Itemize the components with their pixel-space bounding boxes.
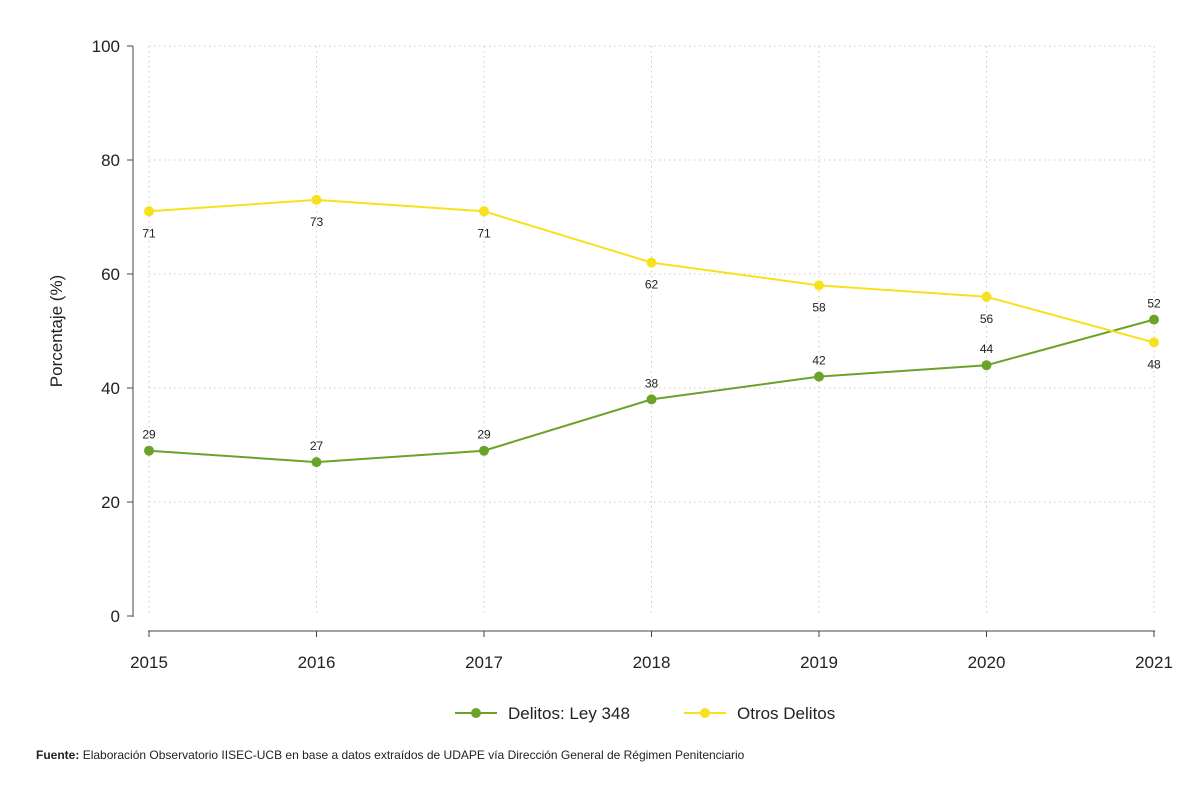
series: 29 27 29 38 42 44 52 71 73 71 62 58 56 48 (142, 194, 1161, 468)
legend: Delitos: Ley 348 Otros Delitos (455, 704, 835, 723)
x-tick-label: 2017 (465, 653, 503, 672)
legend-swatch-marker (471, 708, 481, 718)
y-tick-label: 0 (111, 607, 120, 626)
data-label: 58 (812, 300, 826, 314)
x-tick-label: 2015 (130, 653, 168, 672)
data-point (1149, 337, 1159, 348)
data-label: 29 (142, 428, 156, 442)
gridlines (148, 45, 1155, 616)
data-label: 62 (645, 278, 659, 292)
y-tick-label: 100 (92, 37, 120, 56)
data-point (981, 360, 992, 371)
series-line-0 (148, 318, 1155, 464)
data-point (814, 371, 824, 382)
data-point (646, 257, 657, 268)
data-point (646, 394, 657, 405)
data-label: 56 (980, 312, 994, 326)
data-point (144, 206, 154, 217)
data-label: 52 (1147, 297, 1161, 311)
x-tick-label: 2020 (968, 653, 1006, 672)
legend-swatch-marker (700, 708, 710, 718)
y-tick-label: 20 (101, 493, 120, 512)
data-point (311, 457, 322, 468)
data-label: 27 (310, 439, 324, 453)
data-label: 71 (477, 226, 491, 240)
x-tick-label: 2016 (298, 653, 336, 672)
data-label: 44 (980, 342, 994, 356)
data-point (144, 445, 154, 456)
source-note: Fuente: Elaboración Observatorio IISEC-U… (36, 748, 744, 762)
x-tick-label: 2018 (633, 653, 671, 672)
x-tick-labels: 2015 2016 2017 2018 2019 2020 2021 (130, 631, 1173, 672)
legend-item: Otros Delitos (684, 704, 835, 723)
data-label: 73 (310, 215, 324, 229)
data-label: 29 (477, 428, 491, 442)
data-label: 71 (142, 226, 156, 240)
legend-label: Otros Delitos (737, 704, 835, 723)
y-tick-label: 40 (101, 379, 120, 398)
data-point (814, 280, 824, 291)
data-point (981, 291, 992, 302)
legend-label: Delitos: Ley 348 (508, 704, 630, 723)
data-label: 42 (812, 354, 826, 368)
y-tick-label: 80 (101, 151, 120, 170)
x-tick-label: 2019 (800, 653, 838, 672)
source-label: Fuente: (36, 748, 80, 762)
data-label: 48 (1147, 357, 1161, 371)
data-point (1149, 314, 1159, 325)
data-label: 38 (645, 376, 659, 390)
data-point (311, 194, 322, 205)
source-text: Elaboración Observatorio IISEC-UCB en ba… (82, 748, 745, 762)
axes (132, 46, 1155, 632)
y-axis-title: Porcentaje (%) (47, 275, 66, 387)
x-tick-label: 2021 (1135, 653, 1173, 672)
y-tick-labels: 0 20 40 60 80 100 (92, 37, 133, 626)
legend-item: Delitos: Ley 348 (455, 704, 630, 723)
data-point (479, 206, 489, 217)
y-tick-label: 60 (101, 265, 120, 284)
data-point (479, 445, 489, 456)
